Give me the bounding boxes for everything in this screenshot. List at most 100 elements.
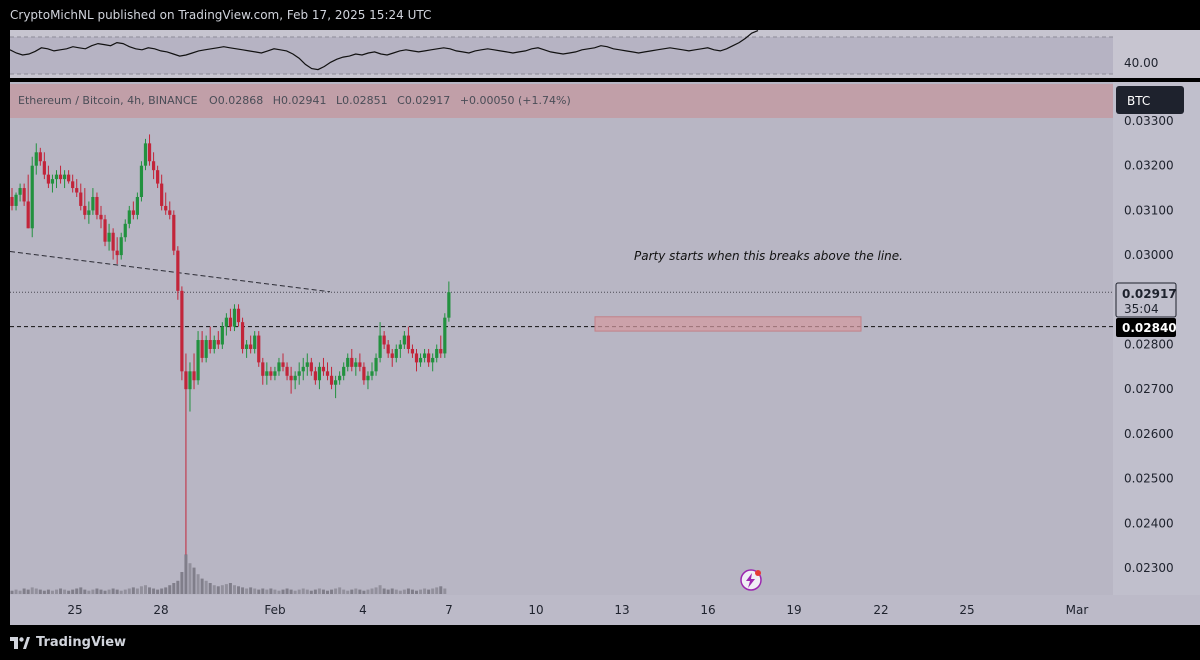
volume-bar [406, 588, 410, 594]
candle [358, 353, 362, 372]
tradingview-logo-icon [10, 636, 30, 649]
candle-body [427, 353, 431, 363]
volume-bar [293, 590, 297, 594]
candle-body [228, 317, 233, 327]
volume-bar [281, 589, 285, 594]
volume-bar [241, 587, 245, 594]
last-price-tag [1115, 282, 1177, 318]
candle-body [317, 366, 322, 381]
candle-body [370, 371, 374, 376]
chart-area[interactable]: 40.00 Ethereum / Bitcoin, 4h, BINANCE O0… [0, 0, 1200, 625]
candle [220, 322, 224, 349]
volume-bar [123, 589, 127, 594]
volume-bar [265, 589, 269, 594]
candle [127, 205, 131, 229]
candle-body [103, 219, 107, 242]
volume-bar [46, 589, 50, 594]
candle [75, 179, 79, 197]
candle-body [257, 335, 261, 363]
volume-bar [334, 588, 338, 594]
candle [334, 375, 338, 399]
y-axis-ticks: 0.03300 0.03200 0.03100 0.03000 0.02800 0.027… [1124, 114, 1174, 575]
x-tick-label: 25 [67, 603, 82, 617]
candle [265, 362, 269, 385]
volume-bar [30, 587, 34, 594]
volume-bar [220, 585, 224, 594]
candle-body [160, 183, 164, 206]
candle-body [366, 375, 370, 381]
volume-bar [439, 586, 443, 594]
volume-bar [156, 589, 160, 594]
tradingview-brand: TradingView [36, 635, 127, 650]
price-axis [1113, 82, 1200, 595]
candle-body [184, 371, 188, 390]
trendline [9, 251, 331, 293]
lightning-icon[interactable] [740, 569, 762, 591]
candle [354, 357, 358, 376]
volume-bar [362, 590, 366, 594]
candle [228, 308, 233, 332]
candle-body [172, 214, 176, 251]
candle-body [83, 205, 87, 215]
candles [10, 134, 451, 555]
candle [406, 326, 411, 354]
candle-body [30, 165, 34, 229]
candle [289, 366, 293, 394]
volume-bar [184, 554, 188, 594]
volume-bar [374, 587, 378, 594]
candle [273, 366, 277, 381]
candle [402, 331, 406, 349]
ohlc-legend: Ethereum / Bitcoin, 4h, BINANCE O0.02868… [18, 94, 571, 107]
candle-body [127, 210, 131, 224]
candle-body [301, 366, 305, 372]
candle-body [269, 371, 273, 376]
candle-body [414, 353, 419, 363]
tradingview-logo[interactable]: TradingView [10, 635, 126, 650]
candle [18, 183, 22, 202]
candle [422, 348, 427, 363]
candle-body [386, 344, 390, 354]
candle [281, 353, 285, 372]
volume-bar [75, 588, 79, 594]
candle [398, 340, 402, 358]
volume-bar [14, 589, 18, 594]
volume-bar [366, 589, 370, 594]
volume-bar [91, 589, 95, 594]
volume-bar [83, 589, 87, 594]
legend-symbol: Ethereum / Bitcoin, 4h, BINANCE [18, 94, 198, 107]
x-tick-label: 19 [786, 603, 801, 617]
candle [42, 152, 46, 180]
candle [79, 183, 83, 211]
candle-body [338, 375, 342, 381]
candle-body [410, 348, 415, 354]
candle [95, 192, 99, 220]
candle-body [443, 317, 447, 354]
candle-body [224, 317, 228, 327]
rsi-tick: 40.00 [1124, 56, 1158, 70]
volume-bar [398, 590, 402, 594]
candle-body [334, 380, 338, 385]
volume-bar [269, 588, 273, 594]
candle-body [151, 161, 156, 171]
volume-bar [216, 586, 220, 594]
candle-body [431, 357, 435, 363]
candle [208, 326, 212, 354]
y-tick-label: 0.02300 [1124, 561, 1174, 575]
currency-badge[interactable] [1116, 86, 1184, 114]
candle [216, 331, 220, 349]
candle-body [79, 192, 83, 206]
volume-bar [415, 590, 418, 594]
volume-bar [34, 588, 38, 594]
candle [317, 362, 322, 390]
candle [277, 357, 281, 376]
candle-body [156, 170, 160, 184]
rsi-axis [1113, 30, 1200, 78]
candle [91, 188, 95, 215]
volume-bar [249, 587, 253, 594]
level-price-value: 0.02840 [1122, 321, 1177, 335]
candle-body [200, 340, 204, 358]
last-price-value: 0.02917 [1122, 287, 1177, 301]
volume-bar [67, 590, 71, 594]
volume-bar [382, 588, 386, 594]
candle [366, 371, 370, 390]
